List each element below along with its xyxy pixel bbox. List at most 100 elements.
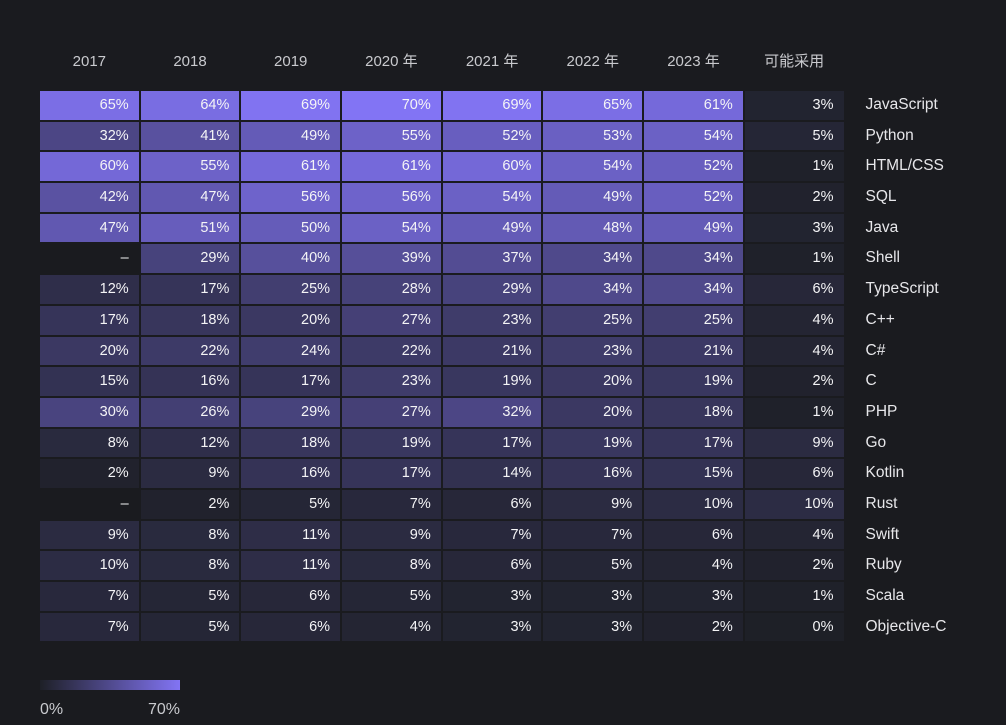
heatmap-cell[interactable]: 5%	[140, 612, 240, 642]
heatmap-cell[interactable]: 56%	[342, 183, 441, 212]
heatmap-cell[interactable]: 64%	[140, 91, 240, 120]
heatmap-cell[interactable]: 7%	[543, 520, 643, 550]
heatmap-cell[interactable]: 41%	[140, 121, 240, 151]
heatmap-cell[interactable]: 3%	[744, 91, 844, 120]
heatmap-cell[interactable]: 17%	[644, 428, 743, 458]
heatmap-cell[interactable]: 60%	[40, 152, 139, 182]
heatmap-cell[interactable]: 37%	[442, 244, 542, 274]
heatmap-cell[interactable]: 47%	[140, 183, 240, 212]
heatmap-cell[interactable]: 69%	[241, 91, 341, 120]
heatmap-cell[interactable]: 10%	[744, 489, 844, 519]
heatmap-cell[interactable]: 20%	[543, 397, 643, 427]
heatmap-cell[interactable]: 15%	[40, 367, 139, 396]
heatmap-cell[interactable]: 19%	[543, 428, 643, 458]
heatmap-cell[interactable]: 49%	[442, 213, 542, 243]
heatmap-cell[interactable]: 18%	[241, 428, 341, 458]
heatmap-cell[interactable]: 54%	[442, 183, 542, 212]
heatmap-cell[interactable]: 61%	[241, 152, 341, 182]
heatmap-cell[interactable]: 4%	[342, 612, 441, 642]
heatmap-cell[interactable]: 6%	[744, 459, 844, 488]
heatmap-cell[interactable]: 25%	[241, 275, 341, 304]
heatmap-cell[interactable]: 47%	[40, 213, 139, 243]
heatmap-cell[interactable]: 4%	[744, 520, 844, 550]
heatmap-cell[interactable]: 28%	[342, 275, 441, 304]
heatmap-cell[interactable]: 25%	[543, 305, 643, 335]
heatmap-cell[interactable]: 34%	[644, 275, 743, 304]
heatmap-cell[interactable]: 3%	[543, 582, 643, 611]
heatmap-cell[interactable]: 42%	[40, 183, 139, 212]
heatmap-cell[interactable]: 8%	[40, 428, 139, 458]
heatmap-cell[interactable]: 1%	[744, 397, 844, 427]
heatmap-cell[interactable]: 17%	[342, 459, 441, 488]
heatmap-cell[interactable]: 65%	[543, 91, 643, 120]
heatmap-cell[interactable]: 49%	[543, 183, 643, 212]
heatmap-cell[interactable]: 39%	[342, 244, 441, 274]
heatmap-cell[interactable]: 18%	[644, 397, 743, 427]
heatmap-cell[interactable]: 29%	[241, 397, 341, 427]
heatmap-cell[interactable]: 9%	[40, 520, 139, 550]
heatmap-cell[interactable]: 20%	[40, 336, 139, 366]
heatmap-cell[interactable]: 50%	[241, 213, 341, 243]
heatmap-cell[interactable]: 29%	[442, 275, 542, 304]
heatmap-cell[interactable]: 0%	[744, 612, 844, 642]
heatmap-cell[interactable]: 24%	[241, 336, 341, 366]
heatmap-cell[interactable]: 16%	[241, 459, 341, 488]
heatmap-cell[interactable]: 10%	[644, 489, 743, 519]
heatmap-cell[interactable]: 23%	[442, 305, 542, 335]
heatmap-cell[interactable]: 61%	[342, 152, 441, 182]
heatmap-cell[interactable]: 3%	[744, 213, 844, 243]
heatmap-cell[interactable]: 18%	[140, 305, 240, 335]
heatmap-cell[interactable]: 3%	[543, 612, 643, 642]
heatmap-cell[interactable]: 61%	[644, 91, 743, 120]
heatmap-cell[interactable]: 30%	[40, 397, 139, 427]
heatmap-cell[interactable]: 10%	[40, 551, 139, 580]
heatmap-cell[interactable]: 55%	[342, 121, 441, 151]
heatmap-cell[interactable]: 17%	[140, 275, 240, 304]
heatmap-cell[interactable]: 9%	[744, 428, 844, 458]
heatmap-cell[interactable]: 2%	[744, 551, 844, 580]
heatmap-cell[interactable]: 27%	[342, 305, 441, 335]
heatmap-cell[interactable]: 49%	[644, 213, 743, 243]
heatmap-cell[interactable]: 16%	[140, 367, 240, 396]
heatmap-cell[interactable]: 9%	[342, 520, 441, 550]
heatmap-cell[interactable]: 21%	[442, 336, 542, 366]
heatmap-cell[interactable]: 29%	[140, 244, 240, 274]
heatmap-cell[interactable]: 4%	[744, 305, 844, 335]
heatmap-cell[interactable]: 19%	[442, 367, 542, 396]
heatmap-cell[interactable]: 5%	[241, 489, 341, 519]
heatmap-cell[interactable]: 5%	[140, 582, 240, 611]
heatmap-cell[interactable]: 11%	[241, 520, 341, 550]
heatmap-cell[interactable]: 70%	[342, 91, 441, 120]
heatmap-cell[interactable]: 4%	[744, 336, 844, 366]
heatmap-cell[interactable]: 27%	[342, 397, 441, 427]
heatmap-cell[interactable]: 6%	[241, 612, 341, 642]
heatmap-cell[interactable]: 40%	[241, 244, 341, 274]
heatmap-cell[interactable]: 16%	[543, 459, 643, 488]
heatmap-cell[interactable]: 26%	[140, 397, 240, 427]
heatmap-cell[interactable]: 32%	[442, 397, 542, 427]
heatmap-cell[interactable]: 34%	[543, 275, 643, 304]
heatmap-cell[interactable]: 23%	[342, 367, 441, 396]
heatmap-cell[interactable]: 55%	[140, 152, 240, 182]
heatmap-cell[interactable]: 6%	[241, 582, 341, 611]
heatmap-cell[interactable]: –	[120, 495, 129, 512]
heatmap-cell[interactable]: 34%	[644, 244, 743, 274]
heatmap-cell[interactable]: 22%	[342, 336, 441, 366]
heatmap-cell[interactable]: 69%	[442, 91, 542, 120]
heatmap-cell[interactable]: 34%	[543, 244, 643, 274]
heatmap-cell[interactable]: 17%	[40, 305, 139, 335]
heatmap-cell[interactable]: 3%	[644, 582, 743, 611]
heatmap-cell[interactable]: 48%	[543, 213, 643, 243]
heatmap-cell[interactable]: 4%	[644, 551, 743, 580]
heatmap-cell[interactable]: 3%	[442, 582, 542, 611]
heatmap-cell[interactable]: 5%	[744, 121, 844, 151]
heatmap-cell[interactable]: 9%	[543, 489, 643, 519]
heatmap-cell[interactable]: 7%	[342, 489, 441, 519]
heatmap-cell[interactable]: 1%	[744, 152, 844, 182]
heatmap-cell[interactable]: 7%	[40, 612, 139, 642]
heatmap-cell[interactable]: 60%	[442, 152, 542, 182]
heatmap-cell[interactable]: 19%	[342, 428, 441, 458]
heatmap-cell[interactable]: 56%	[241, 183, 341, 212]
heatmap-cell[interactable]: 17%	[241, 367, 341, 396]
heatmap-cell[interactable]: 65%	[40, 91, 139, 120]
